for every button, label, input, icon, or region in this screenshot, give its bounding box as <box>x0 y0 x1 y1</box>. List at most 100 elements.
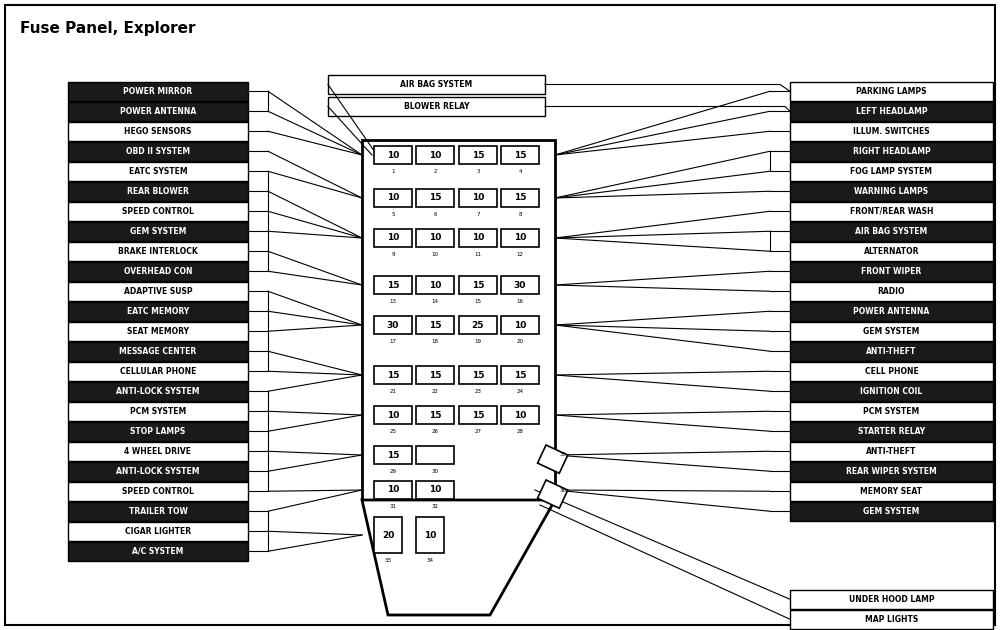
Text: GEM SYSTEM: GEM SYSTEM <box>863 507 920 516</box>
Text: 15: 15 <box>472 280 484 290</box>
Text: 25: 25 <box>472 321 484 329</box>
Text: ADAPTIVE SUSP: ADAPTIVE SUSP <box>124 287 192 295</box>
Bar <box>374 276 412 294</box>
Bar <box>68 522 248 541</box>
Bar <box>416 366 454 384</box>
Bar <box>459 316 497 334</box>
Bar <box>374 481 412 499</box>
Text: 10: 10 <box>514 411 526 420</box>
Bar <box>416 406 454 424</box>
Text: 12: 12 <box>516 252 524 257</box>
Text: 10: 10 <box>387 193 399 202</box>
Bar <box>790 382 993 401</box>
Text: 11: 11 <box>475 252 482 257</box>
Bar <box>68 222 248 241</box>
Bar <box>68 282 248 301</box>
Bar <box>416 481 454 499</box>
Bar <box>68 302 248 321</box>
Bar <box>374 406 412 424</box>
Text: 17: 17 <box>390 339 396 344</box>
Text: IGNITION COIL: IGNITION COIL <box>860 387 923 396</box>
Text: POWER ANTENNA: POWER ANTENNA <box>853 307 930 316</box>
Bar <box>790 422 993 440</box>
Text: 15: 15 <box>514 151 526 159</box>
Text: 26: 26 <box>432 429 438 434</box>
Bar <box>790 162 993 181</box>
Bar <box>68 162 248 181</box>
Bar <box>68 362 248 381</box>
Text: 29: 29 <box>390 469 396 474</box>
Text: 10: 10 <box>429 151 441 159</box>
Text: 15: 15 <box>472 151 484 159</box>
Bar <box>416 189 454 207</box>
Text: STARTER RELAY: STARTER RELAY <box>858 427 925 436</box>
Text: 28: 28 <box>516 429 524 434</box>
Bar <box>790 122 993 140</box>
Bar <box>790 302 993 321</box>
Text: ANTI-LOCK SYSTEM: ANTI-LOCK SYSTEM <box>116 387 200 396</box>
Text: 19: 19 <box>475 339 482 344</box>
Bar <box>68 422 248 440</box>
Bar <box>790 442 993 461</box>
Bar <box>68 182 248 200</box>
Text: 21: 21 <box>390 389 396 394</box>
Text: MESSAGE CENTER: MESSAGE CENTER <box>119 346 197 356</box>
Bar <box>459 146 497 164</box>
Text: 10: 10 <box>514 321 526 329</box>
Text: 34: 34 <box>426 558 434 563</box>
Text: 14: 14 <box>432 299 438 304</box>
Text: ANTI-THEFT: ANTI-THEFT <box>866 447 917 455</box>
Bar <box>501 316 539 334</box>
Text: LEFT HEADLAMP: LEFT HEADLAMP <box>856 106 927 116</box>
Text: FRONT WIPER: FRONT WIPER <box>861 266 922 276</box>
Text: A/C SYSTEM: A/C SYSTEM <box>132 547 184 556</box>
Text: GEM SYSTEM: GEM SYSTEM <box>863 327 920 336</box>
Text: 10: 10 <box>387 151 399 159</box>
Text: PCM SYSTEM: PCM SYSTEM <box>130 407 186 416</box>
Text: 18: 18 <box>432 339 438 344</box>
Text: 8: 8 <box>518 212 522 217</box>
Bar <box>538 445 568 473</box>
Bar <box>790 482 993 500</box>
Bar <box>501 276 539 294</box>
Text: 10: 10 <box>429 486 441 495</box>
Bar <box>68 442 248 461</box>
Text: 36: 36 <box>560 488 566 493</box>
Text: ALTERNATOR: ALTERNATOR <box>864 247 919 256</box>
Bar <box>790 82 993 101</box>
Bar <box>790 342 993 360</box>
Bar <box>374 229 412 247</box>
Bar <box>790 282 993 301</box>
Bar <box>68 482 248 500</box>
Text: ANTI-THEFT: ANTI-THEFT <box>866 346 917 356</box>
Text: 15: 15 <box>429 193 441 202</box>
Text: 15: 15 <box>387 370 399 379</box>
Bar <box>790 462 993 481</box>
Bar <box>790 102 993 120</box>
Text: 13: 13 <box>390 299 396 304</box>
Text: MEMORY SEAT: MEMORY SEAT <box>860 487 922 496</box>
Text: EATC SYSTEM: EATC SYSTEM <box>129 167 187 176</box>
Text: 6: 6 <box>433 212 437 217</box>
Text: STOP LAMPS: STOP LAMPS <box>130 427 186 436</box>
Bar <box>68 402 248 420</box>
Bar <box>501 146 539 164</box>
Text: 20: 20 <box>382 530 394 539</box>
Text: 15: 15 <box>472 370 484 379</box>
Bar <box>790 182 993 200</box>
Bar <box>459 276 497 294</box>
Text: 15: 15 <box>514 370 526 379</box>
Bar <box>790 242 993 260</box>
Text: ILLUM. SWITCHES: ILLUM. SWITCHES <box>853 127 930 135</box>
Bar <box>416 276 454 294</box>
Bar <box>790 322 993 340</box>
Bar <box>501 366 539 384</box>
Text: REAR BLOWER: REAR BLOWER <box>127 186 189 196</box>
Bar <box>416 146 454 164</box>
Bar <box>501 229 539 247</box>
Text: SEAT MEMORY: SEAT MEMORY <box>127 327 189 336</box>
Text: 2: 2 <box>433 169 437 174</box>
Text: CELLULAR PHONE: CELLULAR PHONE <box>120 367 196 375</box>
Text: 33: 33 <box>384 558 392 563</box>
Text: 15: 15 <box>429 411 441 420</box>
